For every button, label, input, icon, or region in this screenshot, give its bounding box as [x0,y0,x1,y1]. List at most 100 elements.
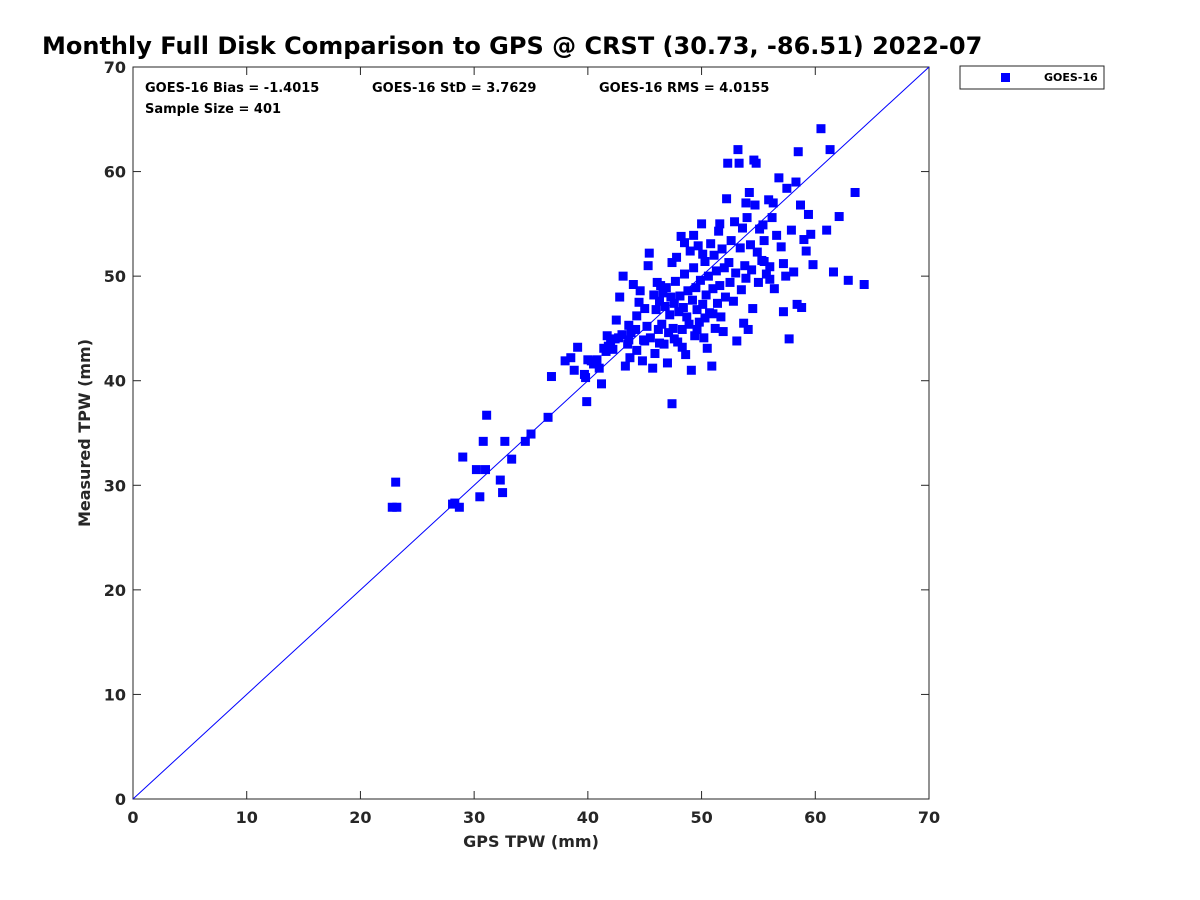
data-point [681,350,691,360]
x-tick-label: 0 [127,808,138,827]
data-point [650,349,660,359]
data-point [659,339,669,349]
data-point [822,225,832,235]
data-point [834,212,844,222]
data-point [759,236,769,246]
data-point [720,292,730,302]
data-point [748,304,758,314]
data-point [751,158,761,168]
data-point [791,177,801,187]
std-annotation: GOES-16 StD = 3.7629 [372,81,536,96]
data-point [741,273,751,283]
data-point [725,277,735,287]
data-point [667,258,677,268]
data-point [637,356,647,366]
data-point [677,342,687,352]
data-point [797,303,807,313]
x-axis-label: GPS TPW (mm) [463,832,599,851]
data-point [752,247,762,257]
data-point [507,454,517,464]
y-tick-label: 30 [104,476,126,495]
data-point [724,258,734,268]
data-point [695,275,705,285]
data-point [660,301,670,311]
data-point [767,213,777,223]
data-point [654,338,664,348]
data-point [648,363,658,373]
data-point [744,187,754,197]
data-point [793,147,803,157]
data-point [735,243,745,253]
data-point [632,345,642,355]
data-point [500,436,510,446]
data-point [478,436,488,446]
data-point [781,271,791,281]
data-point [789,267,799,277]
data-point [649,290,659,300]
data-point [597,379,607,389]
data-point [739,318,749,328]
data-point [601,346,611,356]
data-point [666,292,676,302]
data-point [658,288,668,298]
x-tick-label: 30 [463,808,485,827]
data-point [776,242,786,252]
data-point [710,323,720,333]
data-point [711,266,721,276]
y-tick-label: 0 [115,790,126,809]
data-point [640,336,650,346]
data-point [520,436,530,446]
data-point [677,324,687,334]
data-point [686,365,696,375]
data-point [717,244,727,254]
data-point [828,267,838,277]
data-point [706,239,716,249]
data-point [625,353,635,363]
data-point [675,291,685,301]
data-point [668,323,678,333]
data-point [592,355,602,365]
data-point [758,220,768,230]
data-point [768,198,778,208]
data-point [634,297,644,307]
data-point [850,187,860,197]
data-point [718,327,728,337]
legend: GOES-16 [959,65,1105,90]
data-point [806,229,816,239]
data-point [808,260,818,270]
data-point [645,333,655,343]
data-point [698,249,708,259]
data-point [734,158,744,168]
data-point [786,225,796,235]
data-point [745,240,755,250]
data-point [392,502,402,512]
data-point [778,259,788,269]
data-point [753,277,763,287]
data-point [653,324,663,334]
x-tick-label: 10 [236,808,258,827]
data-point [801,246,811,256]
data-point [712,298,722,308]
data-point [624,320,634,330]
data-point [690,331,700,341]
data-point [731,268,741,278]
data-point [661,283,671,293]
y-tick-label: 60 [104,163,126,182]
data-point [774,173,784,183]
data-point [692,305,702,315]
data-point [615,292,625,302]
data-point [651,305,661,315]
data-point [778,307,788,317]
data-point [750,200,760,210]
data-point [640,304,650,314]
data-point [458,452,468,462]
data-point [644,248,654,258]
data-point [697,219,707,229]
data-point [715,281,725,291]
data-point [608,344,618,354]
data-point [582,397,592,407]
data-point [670,276,680,286]
data-point [482,410,492,420]
x-tick-label: 60 [804,808,826,827]
